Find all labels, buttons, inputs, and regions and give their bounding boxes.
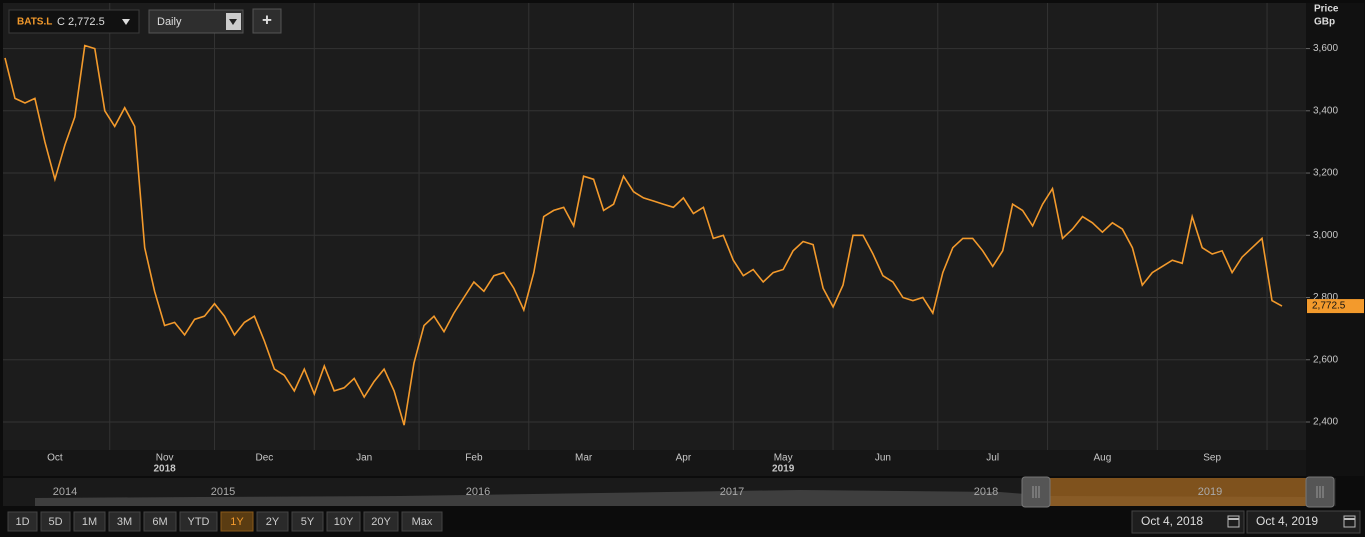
x-tick-label: Jun <box>875 453 891 464</box>
range-button[interactable] <box>363 511 399 532</box>
x-tick-label: Oct <box>47 453 63 464</box>
x-tick-label: Nov <box>156 453 174 464</box>
navigator-labels: 2014 2015 2016 2017 2018 2019 <box>53 486 1324 498</box>
range-button-label: 1D <box>15 516 29 528</box>
x-tick-label: Dec <box>255 453 273 464</box>
range-button[interactable] <box>401 511 443 532</box>
range-button-label: YTD <box>188 516 210 528</box>
navigator-year: 2014 <box>53 486 77 498</box>
interval: Daily <box>157 16 182 28</box>
navigator-year: 2015 <box>211 486 235 498</box>
range-button[interactable] <box>291 511 324 532</box>
y-tick-label: 3,400 <box>1313 105 1338 116</box>
dropdown-arrow <box>229 19 237 25</box>
axis-title: GBp <box>1314 17 1335 28</box>
y-tick-label: 3,200 <box>1313 168 1338 179</box>
navigator-year: 2016 <box>466 486 490 498</box>
range-button-label: 1M <box>82 516 97 528</box>
date-range: Oct 4, 2018 Oct 4, 2019 <box>1131 510 1361 534</box>
range-button[interactable] <box>179 511 218 532</box>
navigator-year: 2018 <box>974 486 998 498</box>
range-button-label: 10Y <box>334 516 354 528</box>
x-year-label: 2019 <box>772 464 795 475</box>
symbol: BATS.L <box>17 17 52 28</box>
x-year-label: 2018 <box>154 464 177 475</box>
range-button-label: Max <box>412 516 433 528</box>
range-button-label: 3M <box>117 516 132 528</box>
plot-area <box>3 3 1306 450</box>
y-tick-label: 3,600 <box>1313 43 1338 54</box>
calendar-icon <box>1227 515 1240 528</box>
range-button[interactable] <box>40 511 71 532</box>
x-tick-label: Apr <box>676 453 692 464</box>
x-axis-band <box>3 450 1306 476</box>
range-button[interactable] <box>108 511 141 532</box>
x-tick-label: Jul <box>986 453 999 464</box>
x-tick-label: May <box>774 453 793 464</box>
navigator-year: 2017 <box>720 486 744 498</box>
add-icon: + <box>262 10 272 29</box>
range-button[interactable] <box>326 511 361 532</box>
navigator-area <box>35 490 1305 506</box>
date-input[interactable] <box>1131 510 1245 534</box>
y-tick-label: 2,600 <box>1313 354 1338 365</box>
range-button-label: 1Y <box>230 516 244 528</box>
plot: 2,400 2,600 2,800 3,000 3,200 3,400 3,600 Price… <box>3 3 1364 475</box>
range-button-label: 20Y <box>371 516 391 528</box>
y-tick-label: 2,800 <box>1313 292 1338 303</box>
dropdown-arrow <box>122 19 130 25</box>
range-button-label: 5Y <box>301 516 315 528</box>
price-line <box>4 44 1283 426</box>
axis-title: Price <box>1314 4 1339 15</box>
calendar-icon <box>1343 515 1356 528</box>
navigator-selection[interactable] <box>1050 478 1306 506</box>
range-button[interactable] <box>73 511 106 532</box>
range-buttons: 1D 5D 1M 3M 6M YTD 1Y 2Y 5Y 10Y 20Y Max <box>7 511 443 532</box>
y-tick-label: 2,400 <box>1313 417 1338 428</box>
interval-dropdown[interactable] <box>148 9 244 34</box>
symbol-box[interactable] <box>8 9 140 34</box>
x-tick-label: Aug <box>1094 453 1112 464</box>
add-button[interactable] <box>252 8 282 34</box>
y-axis-band <box>1306 3 1364 476</box>
x-tick-label: Jan <box>356 453 372 464</box>
range-button-label: 5D <box>48 516 62 528</box>
last-price-label: 2,772.5 <box>1312 301 1346 312</box>
quote: C 2,772.5 <box>57 16 105 28</box>
range-button[interactable] <box>7 511 38 532</box>
x-tick-label: Sep <box>1203 453 1221 464</box>
last-price-box <box>1307 299 1364 314</box>
x-tick-label: Feb <box>465 453 483 464</box>
navigator-year: 2019 <box>1198 486 1222 498</box>
date-text: Oct 4, 2018 <box>1141 514 1203 528</box>
range-button-label: 6M <box>152 516 167 528</box>
y-tick-label: 3,000 <box>1313 230 1338 241</box>
x-tick-label: Mar <box>575 453 593 464</box>
date-input[interactable] <box>1246 510 1361 534</box>
date-text: Oct 4, 2019 <box>1256 514 1318 528</box>
range-button[interactable] <box>256 511 289 532</box>
range-button[interactable] <box>220 511 254 532</box>
range-button[interactable] <box>143 511 177 532</box>
range-button-label: 2Y <box>266 516 280 528</box>
